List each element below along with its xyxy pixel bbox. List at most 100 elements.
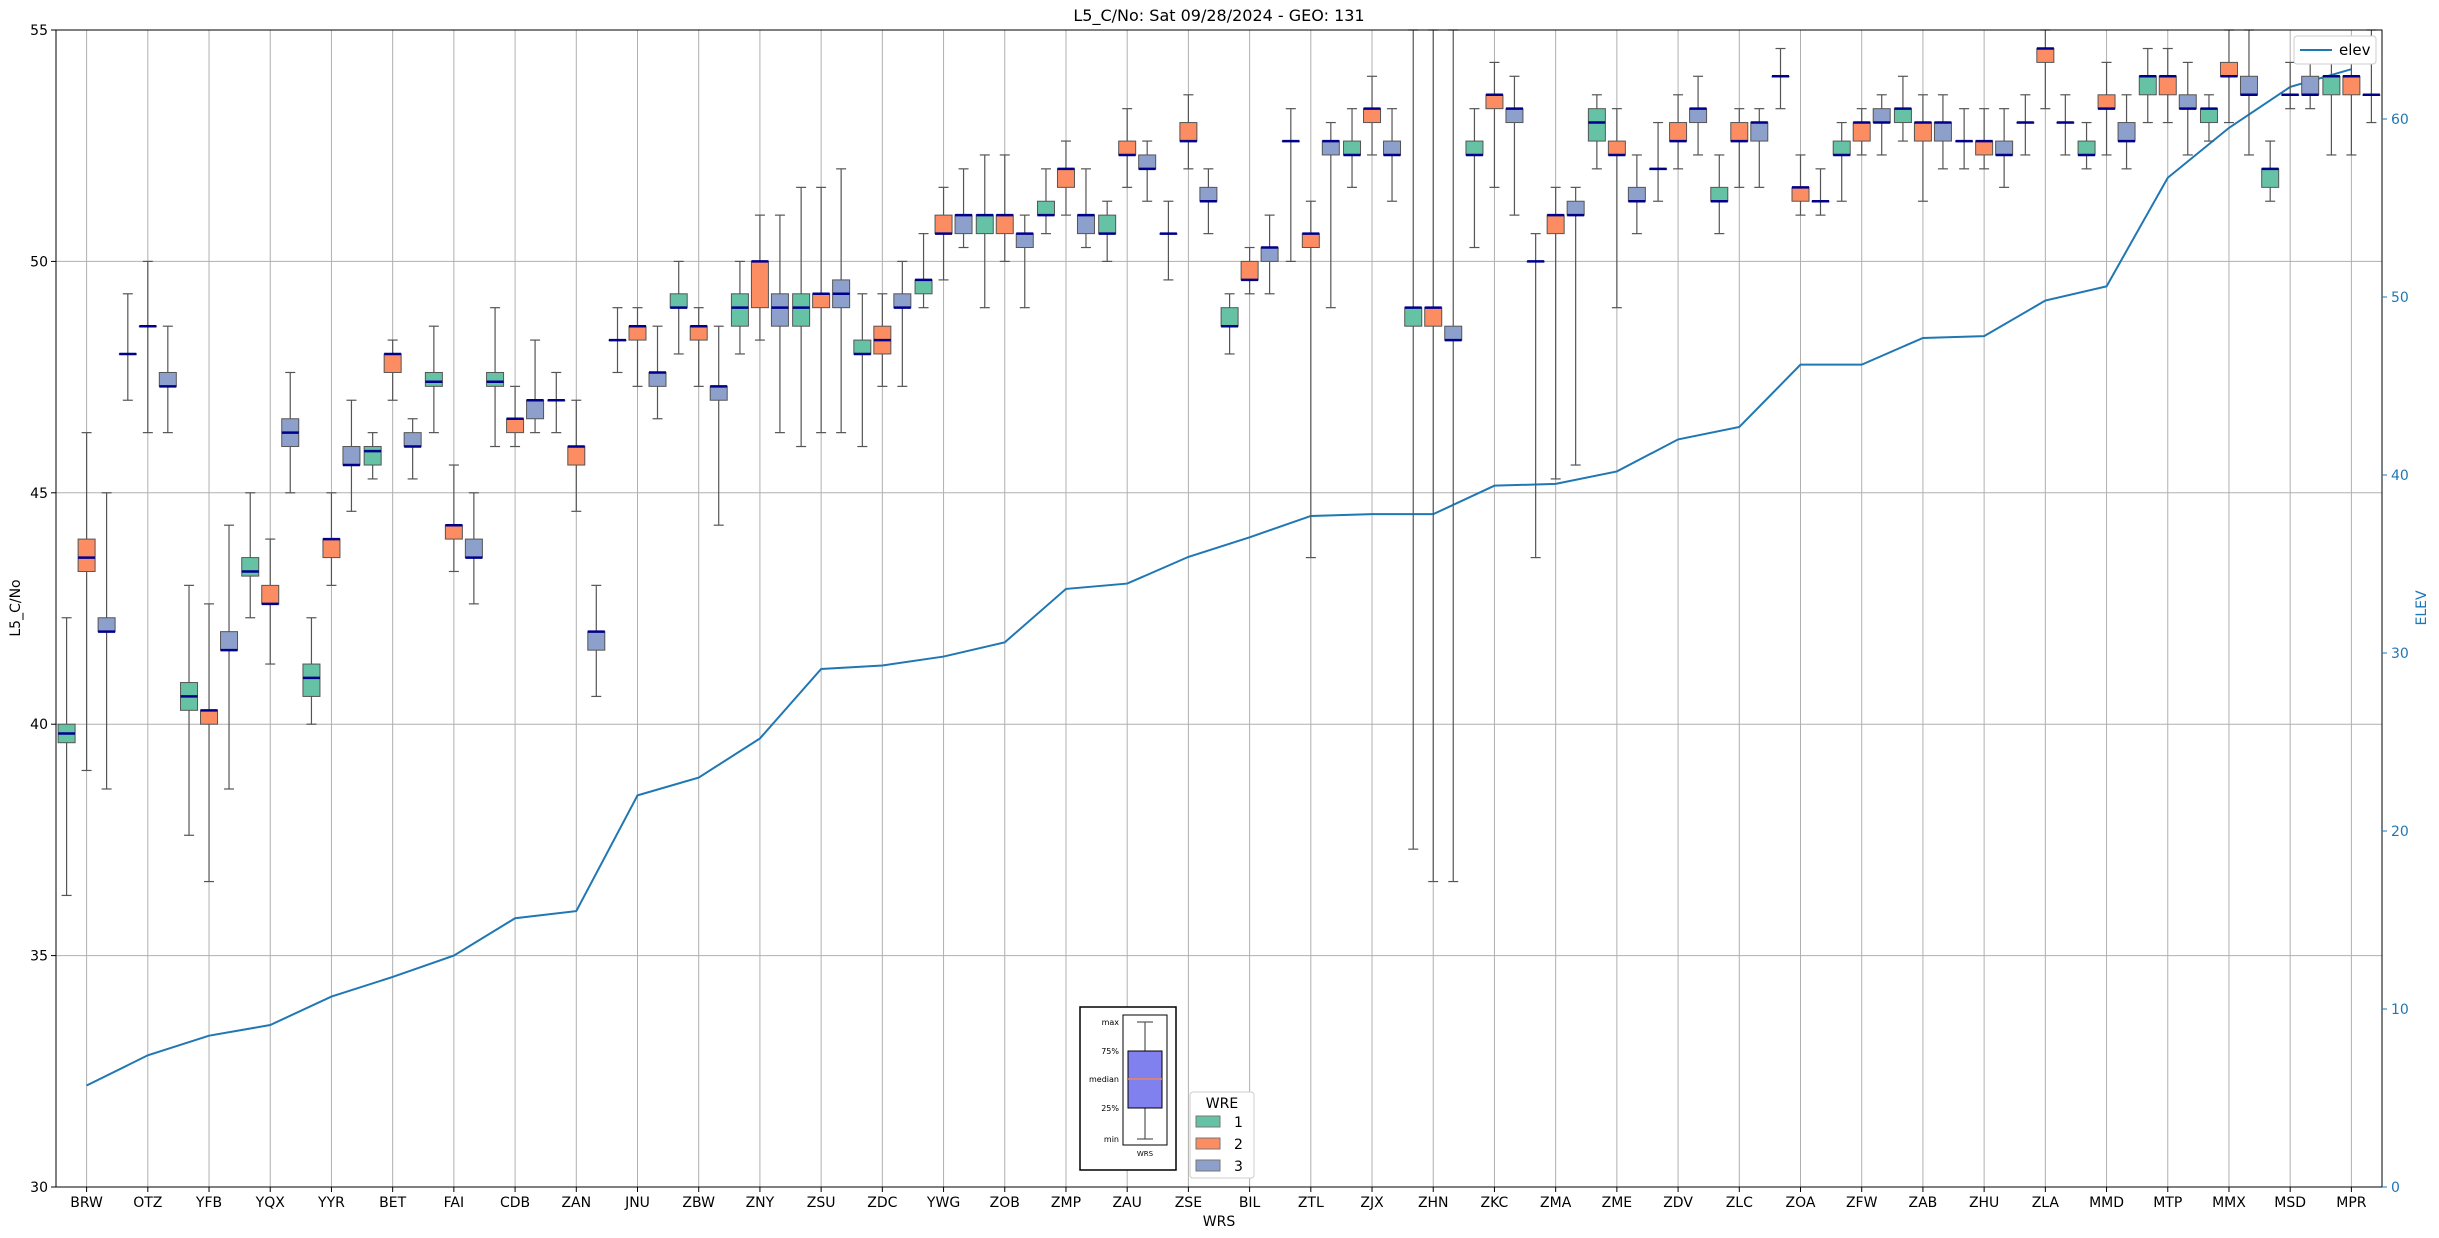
box-body [1975,140,1994,156]
y-tick-label: 55 [30,23,48,39]
box-body [1015,233,1034,249]
box-body [648,371,667,387]
box-2-MMD [2097,61,2116,156]
y2-tick-label: 50 [2391,290,2409,306]
box-1-ZSE [1159,200,1178,281]
box-2-ZOB [995,154,1014,262]
box-body [750,260,769,309]
box-body [2097,94,2116,110]
box-3-ZAN [587,584,606,698]
x-tick-label: YWG [926,1195,960,1211]
box-body [2158,75,2177,96]
wre-legend-label-2: 2 [1234,1137,1243,1153]
x-tick-label: YQX [255,1195,286,1211]
x-tick-label: ZDC [867,1195,897,1211]
box-1-MPR [2322,61,2341,156]
box-3-ZSE [1199,168,1218,235]
box-body [1750,122,1769,142]
box-2-YWG [934,186,953,281]
wre-legend-swatch-1 [1195,1115,1221,1128]
box-1-YYR [302,617,321,725]
box-body [342,446,361,466]
box-1-YFB [180,584,199,836]
y2-tick-label: 40 [2391,468,2409,484]
box-body [1546,214,1565,235]
box-1-BIL [1220,293,1239,355]
box-body [1424,307,1443,327]
box-1-JNU [608,307,627,374]
box-body [628,325,647,341]
x-tick-label: BRW [70,1195,103,1211]
x-tick-label: ZFW [1846,1195,1878,1211]
x-tick-label: ZOB [990,1195,1020,1211]
x-tick-label: YYR [317,1195,345,1211]
box-2-CDB [506,385,525,448]
box-3-ZBW [709,325,728,526]
box-body [464,538,483,559]
box-1-ZBW [669,260,688,355]
box-body [1383,140,1402,156]
box-body [1689,108,1708,124]
box-body [1321,140,1340,156]
box-2-ZAN [567,399,586,512]
box-body [1363,108,1382,124]
box-body [444,524,463,540]
box-body [1607,140,1626,156]
x-tick-label: BET [379,1195,406,1211]
box-body [2117,122,2136,142]
x-tick-label: MPR [2336,1195,2367,1211]
box-2-ZFW [1852,108,1871,156]
box-3-ZMA [1566,186,1585,466]
box-body [893,293,912,309]
wre-legend-swatch-2 [1195,1137,1221,1150]
box-2-OTZ [138,260,157,434]
x-tick-label: MTP [2153,1195,2182,1211]
box-body [1872,108,1891,124]
wre-legend-title: WRE [1206,1096,1238,1112]
box-3-BIL [1260,214,1279,295]
box-body [2322,75,2341,96]
box-3-MMD [2117,94,2136,170]
inset-label-75: 75% [1101,1047,1119,1056]
box-3-ZLA [2056,94,2075,156]
box-body [853,339,872,355]
chart-title: L5_C/No: Sat 09/28/2024 - GEO: 131 [1073,6,1364,26]
box-body [1444,325,1463,341]
box-body [1301,233,1320,249]
x-tick-label: ZMA [1540,1195,1572,1211]
box-2-ZMA [1546,186,1565,480]
box-body [2219,61,2238,77]
box-1-ZNY [730,260,749,355]
box-3-ZME [1627,154,1646,235]
box-1-MMD [2077,121,2096,170]
y-tick-label: 45 [30,486,48,502]
box-3-ZMP [1076,168,1095,249]
box-2-BET [383,339,402,401]
box-body [77,538,96,572]
y-tick-label: 35 [30,949,48,965]
box-2-BRW [77,432,96,772]
y-tick-label: 30 [30,1180,48,1196]
box-3-MTP [2178,61,2197,156]
box-1-ZLA [2016,94,2035,156]
x-tick-label: BIL [1239,1195,1261,1211]
box-body [1730,122,1749,142]
x-tick-label: CDB [500,1195,530,1211]
box-1-ZDV [1649,121,1668,202]
box-body [792,293,811,327]
box-body [1995,140,2014,156]
y2-tick-label: 0 [2391,1180,2400,1196]
box-2-MTP [2158,47,2177,124]
box-body [403,432,422,448]
box-body [914,279,933,295]
x-tick-label: ZTL [1298,1195,1324,1211]
box-3-ZLC [1750,108,1769,188]
box-body [383,353,402,373]
box-body [302,663,321,697]
x-tick-label: ZHU [1969,1195,1999,1211]
box-body [1260,247,1279,262]
box-1-ZFW [1832,121,1851,202]
box-2-YQX [261,538,280,665]
box-body [669,293,688,309]
box-2-ZSE [1179,94,1198,170]
